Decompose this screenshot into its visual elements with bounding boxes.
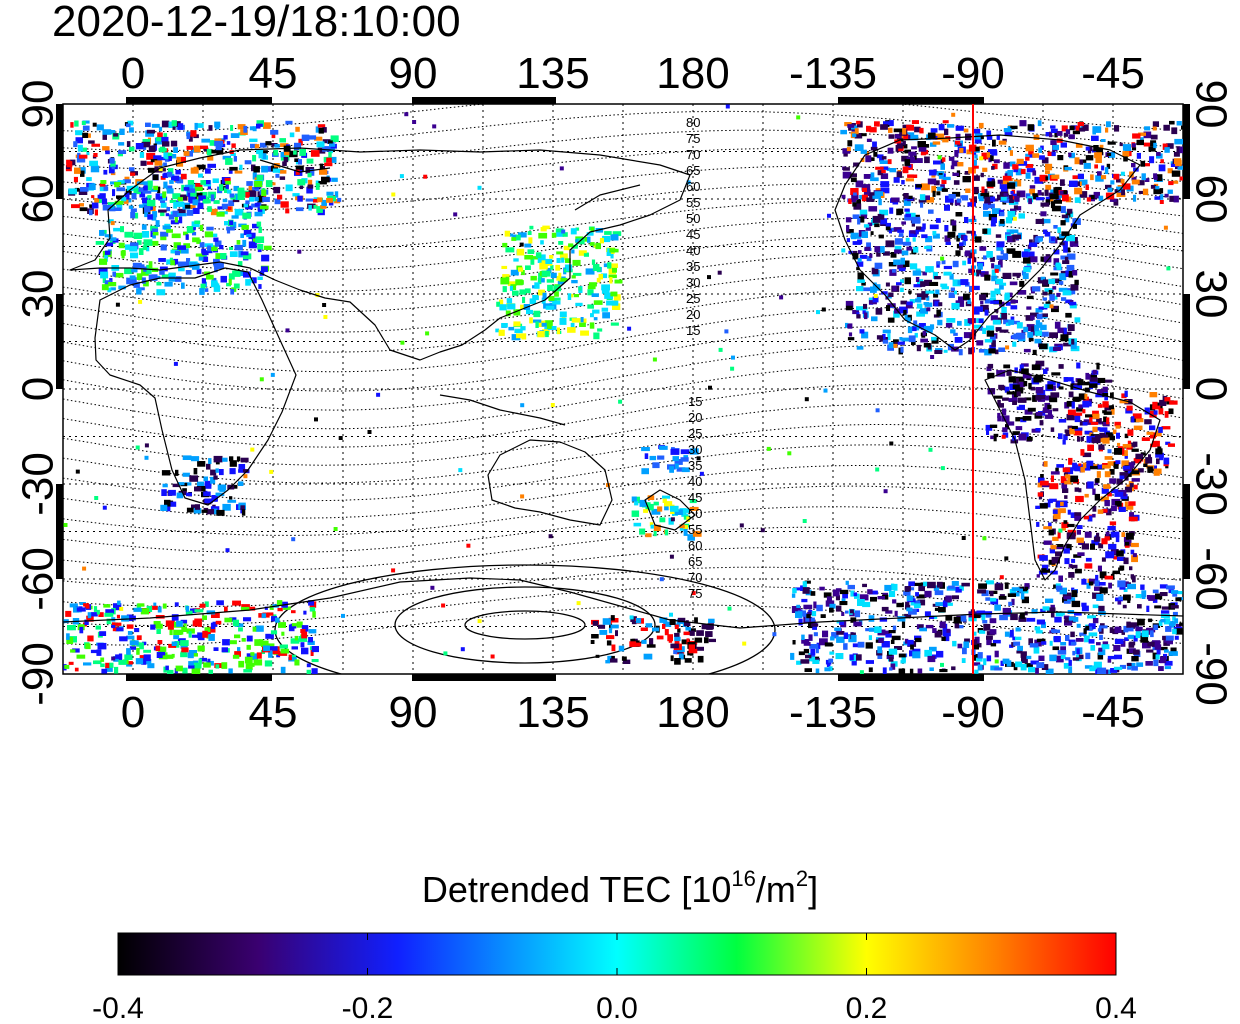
contour-line (63, 424, 1183, 484)
lon-tick-label: 45 (249, 688, 298, 737)
lat-tick-label: 60 (13, 175, 62, 224)
contour-label: 70 (686, 147, 700, 162)
contour-label: 20 (688, 410, 702, 425)
contour-label: 75 (686, 131, 700, 146)
contour-line (63, 383, 1183, 448)
lon-tick-label: 180 (656, 49, 729, 98)
lat-tick-label: -90 (1187, 642, 1236, 706)
contour-line (63, 165, 1183, 210)
lon-tick-label: 135 (516, 49, 589, 98)
contour-label: 50 (686, 211, 700, 226)
lat-tick-label: 90 (13, 80, 62, 129)
contour-label: 60 (686, 179, 700, 194)
lon-tick-label: 90 (389, 49, 438, 98)
contour-line (63, 288, 1183, 353)
colorbar-tick-label: -0.2 (342, 992, 394, 1024)
contour-line (63, 485, 1183, 536)
tec-data-patches (63, 104, 1183, 674)
lat-tick-label: 0 (13, 377, 62, 401)
lon-tick-label: -90 (941, 688, 1005, 737)
lon-tick-label: -90 (941, 49, 1005, 98)
map-border-ticks (56, 97, 1190, 681)
lon-tick-label: -45 (1081, 49, 1145, 98)
contour-labels: 8075706560555045403530252015152025303540… (686, 115, 702, 601)
lon-tick-label: 45 (249, 49, 298, 98)
lat-tick-label: -60 (13, 547, 62, 611)
contour-label: 65 (688, 554, 702, 569)
lon-tick-label: -135 (789, 688, 877, 737)
contour-label: 45 (686, 227, 700, 242)
lat-tick-label: 90 (1187, 80, 1236, 129)
contour-label: 20 (686, 307, 700, 322)
latitude-ticks-left: 90 60 30 0 -30 -60 -90 (13, 80, 62, 706)
timestamp-title: 2020-12-19/18:10:00 (52, 0, 461, 46)
lat-tick-label: 60 (1187, 175, 1236, 224)
contour-line (63, 526, 1183, 571)
contour-label: 30 (688, 442, 702, 457)
colorbar-tick-label: -0.4 (92, 992, 144, 1024)
contour-label: 45 (688, 490, 702, 505)
lat-tick-label: 0 (1187, 377, 1236, 401)
contour-line (63, 364, 1183, 430)
lat-tick-label: -60 (1187, 547, 1236, 611)
contour-line (63, 325, 1183, 392)
longitude-ticks-top: 0 45 90 135 180 -135 -90 -45 (121, 49, 1145, 98)
latitude-ticks-right: 90 60 30 0 -30 -60 -90 (1187, 80, 1236, 706)
contour-label: 70 (688, 570, 702, 585)
contour-label: 15 (688, 394, 702, 409)
lon-tick-label: -135 (789, 49, 877, 98)
colorbar-tick-label: 0.2 (846, 992, 888, 1024)
contour-line (63, 307, 1183, 373)
contour-label: 40 (686, 243, 700, 258)
lon-tick-label: 0 (121, 688, 145, 737)
contour-label: 75 (688, 586, 702, 601)
lat-tick-label: 30 (1187, 270, 1236, 319)
contour-label: 35 (686, 259, 700, 274)
lon-tick-label: 0 (121, 49, 145, 98)
colorbar-tick-label: 0.4 (1095, 992, 1137, 1024)
contour-label: 25 (686, 291, 700, 306)
lon-tick-label: -45 (1081, 688, 1145, 737)
contour-label: 65 (686, 163, 700, 178)
lat-tick-label: -90 (13, 642, 62, 706)
contour-line (63, 253, 1183, 313)
contour-label: 15 (686, 323, 700, 338)
contour-label: 50 (688, 506, 702, 521)
lat-tick-label: -30 (1187, 452, 1236, 516)
lat-tick-label: 30 (13, 270, 62, 319)
contour-line (63, 104, 1183, 133)
coastlines (63, 134, 1183, 629)
lon-tick-label: 135 (516, 688, 589, 737)
contour-line (63, 506, 1183, 554)
lat-tick-label: -30 (13, 452, 62, 516)
colorbar-title: Detrended TEC [1016/m2] (421, 866, 819, 911)
contour-label: 30 (686, 275, 700, 290)
lon-tick-label: 180 (656, 688, 729, 737)
contour-label: 55 (688, 522, 702, 537)
contour-label: 40 (688, 474, 702, 489)
colorbar-tick-label: 0.0 (596, 992, 638, 1024)
contour-line (63, 270, 1183, 333)
longitude-ticks-bottom: 0 45 90 135 180 -135 -90 -45 (121, 688, 1145, 737)
contour-line (63, 403, 1183, 466)
colorbar-ticks: -0.4 -0.2 0.0 0.2 0.4 (92, 933, 1137, 1024)
contour-label: 25 (688, 426, 702, 441)
contour-label: 80 (686, 115, 700, 130)
contour-line (63, 183, 1183, 231)
contour-label: 60 (688, 538, 702, 553)
lon-tick-label: 90 (389, 688, 438, 737)
contour-label: 55 (686, 195, 700, 210)
contour-label: 35 (688, 458, 702, 473)
contour-line (63, 604, 1183, 646)
